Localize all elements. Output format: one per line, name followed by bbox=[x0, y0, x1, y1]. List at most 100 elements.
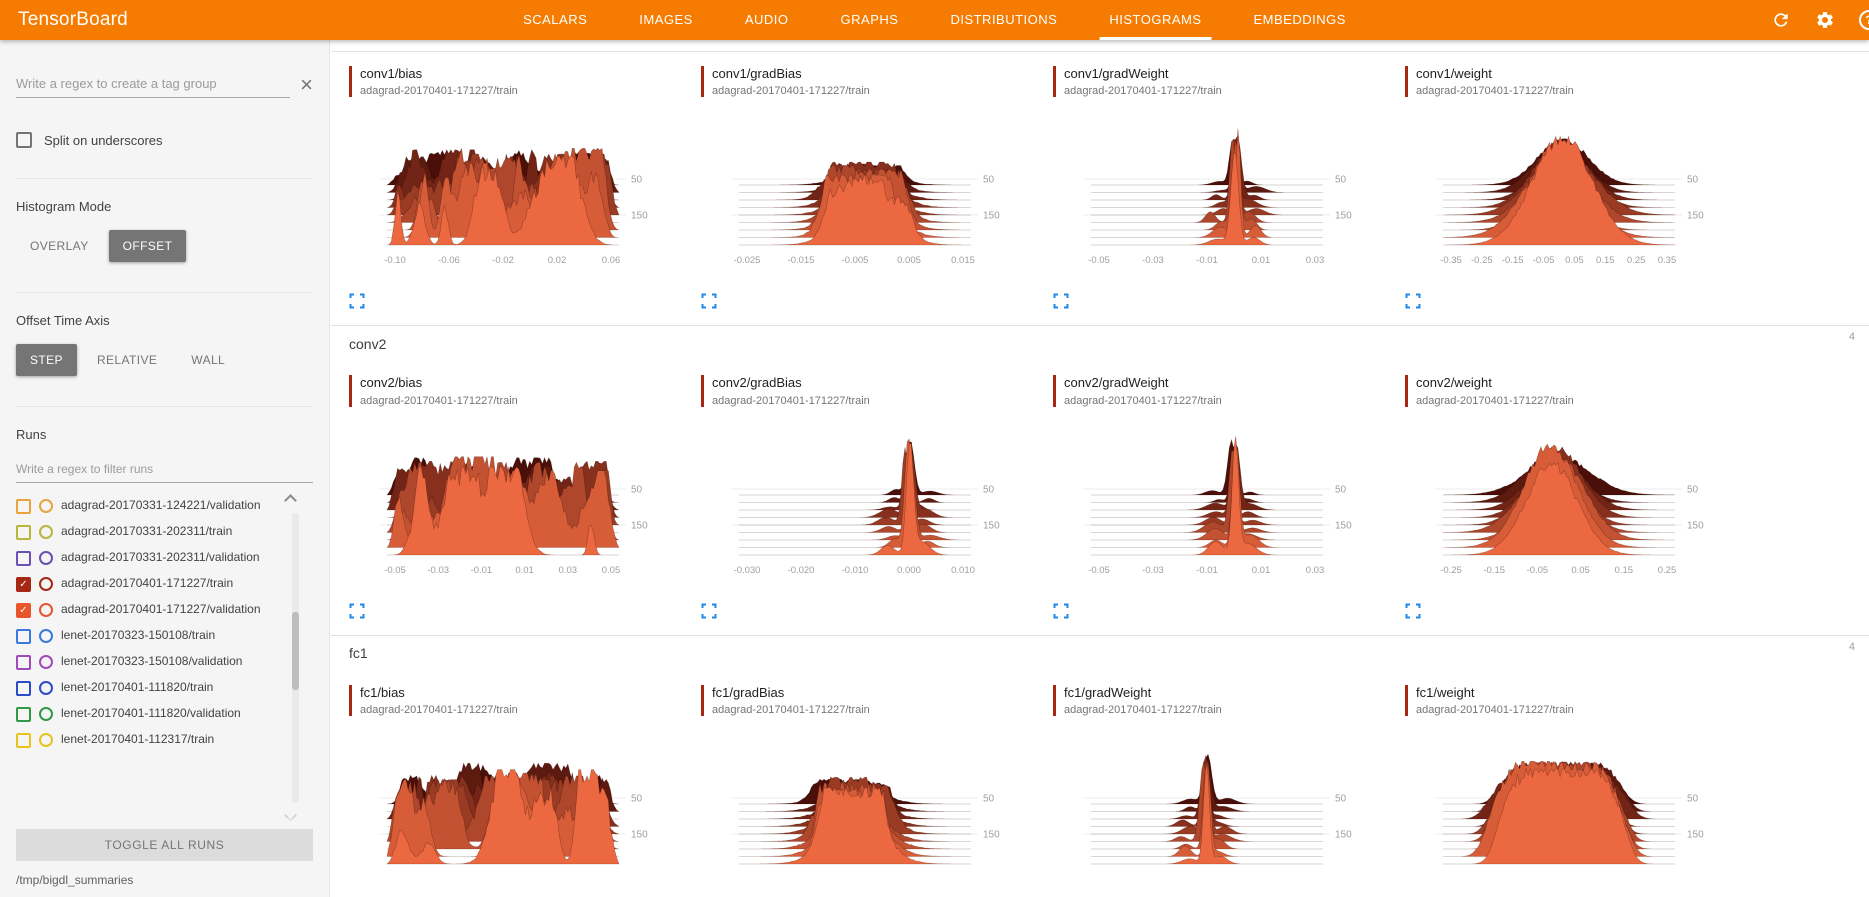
step-axis-label: 150 bbox=[631, 829, 648, 840]
expand-icon[interactable] bbox=[1405, 293, 1421, 309]
histogram-chart[interactable]: 50 150 bbox=[701, 728, 1037, 897]
help-icon[interactable]: ? bbox=[1859, 10, 1869, 30]
run-checkbox-checked[interactable]: ✓ bbox=[16, 603, 31, 618]
run-item[interactable]: lenet-20170323-150108/validation bbox=[16, 649, 269, 675]
run-item[interactable]: lenet-20170401-112317/train bbox=[16, 727, 269, 753]
scroll-down-icon[interactable] bbox=[284, 809, 297, 822]
toggle-all-runs-button[interactable]: TOGGLE ALL RUNS bbox=[16, 829, 313, 861]
run-item[interactable]: ✓ adagrad-20170401-171227/train bbox=[16, 571, 269, 597]
run-color-swatch bbox=[39, 707, 53, 721]
expand-icon[interactable] bbox=[701, 603, 717, 619]
run-item[interactable]: adagrad-20170331-202311/validation bbox=[16, 545, 269, 571]
histogram-chart[interactable]: 50 150 -0.05 -0.03 -0.01 0.01 0.03 bbox=[1053, 419, 1389, 597]
run-checkbox-checked[interactable]: ✓ bbox=[16, 577, 31, 592]
expand-icon[interactable] bbox=[1053, 603, 1069, 619]
expand-icon[interactable] bbox=[1405, 603, 1421, 619]
card-header: conv1/bias adagrad-20170401-171227/train bbox=[349, 66, 695, 98]
offset-axis-step-button[interactable]: STEP bbox=[16, 344, 77, 376]
run-item[interactable]: adagrad-20170331-124221/validation bbox=[16, 493, 269, 519]
histogram-chart[interactable]: 50 150 -0.10 -0.06 -0.02 0.02 0.06 bbox=[349, 109, 685, 287]
expand-icon[interactable] bbox=[349, 603, 365, 619]
step-axis-label: 150 bbox=[1335, 520, 1352, 531]
run-item[interactable]: ✓ adagrad-20170401-171227/validation bbox=[16, 597, 269, 623]
run-checkbox[interactable] bbox=[16, 551, 31, 566]
nav-tab-scalars[interactable]: SCALARS bbox=[523, 12, 588, 27]
x-axis-tick-label: -0.05 bbox=[1088, 565, 1110, 576]
run-color-bar bbox=[349, 375, 352, 407]
refresh-icon[interactable] bbox=[1771, 10, 1791, 30]
section-header-conv2[interactable]: conv2 4 bbox=[331, 325, 1869, 361]
run-checkbox[interactable] bbox=[16, 707, 31, 722]
tag-regex-input[interactable] bbox=[16, 70, 291, 98]
x-axis-tick-label: 0.03 bbox=[1306, 565, 1325, 576]
histogram-chart[interactable]: 50 150 bbox=[1053, 728, 1389, 897]
step-axis-label: 150 bbox=[631, 520, 648, 531]
run-color-bar bbox=[1053, 684, 1056, 716]
x-axis-tick-label: 0.015 bbox=[951, 255, 975, 266]
run-item[interactable]: adagrad-20170331-202311/train bbox=[16, 519, 269, 545]
histogram-mode-overlay-button[interactable]: OVERLAY bbox=[16, 230, 103, 262]
run-item[interactable]: lenet-20170401-111820/validation bbox=[16, 701, 269, 727]
nav-tab-embeddings[interactable]: EMBEDDINGS bbox=[1253, 12, 1346, 27]
section-header-fc1[interactable]: fc1 4 bbox=[331, 634, 1869, 671]
nav-tab-graphs[interactable]: GRAPHS bbox=[840, 12, 899, 27]
card-run-name: adagrad-20170401-171227/train bbox=[1416, 394, 1574, 407]
offset-time-axis-label: Offset Time Axis bbox=[16, 313, 110, 328]
run-color-bar bbox=[1405, 375, 1408, 407]
app-title: TensorBoard bbox=[18, 9, 128, 30]
x-axis-tick-label: 0.06 bbox=[602, 255, 621, 266]
card-title: fc1/bias bbox=[360, 684, 405, 700]
x-axis-tick-label: -0.01 bbox=[1196, 565, 1218, 576]
card-title: conv2/bias bbox=[360, 375, 423, 391]
offset-axis-wall-button[interactable]: WALL bbox=[177, 344, 239, 376]
run-checkbox[interactable] bbox=[16, 525, 31, 540]
histogram-chart[interactable]: 50 150 -0.35 -0.25 -0.15 -0.05 0.05 0.15 0.25 0.3… bbox=[1405, 109, 1741, 287]
expand-icon[interactable] bbox=[1053, 293, 1069, 309]
histogram-ridge bbox=[1091, 135, 1323, 201]
histogram-mode-buttons: OVERLAY OFFSET bbox=[16, 230, 313, 262]
histogram-chart[interactable]: 50 150 -0.05 -0.03 -0.01 0.01 0.03 bbox=[1053, 109, 1389, 287]
x-axis-tick-label: -0.03 bbox=[427, 565, 449, 576]
x-axis-tick-label: 0.02 bbox=[548, 255, 567, 266]
nav-tab-histograms[interactable]: HISTOGRAMS bbox=[1083, 0, 1227, 40]
clear-icon[interactable]: × bbox=[300, 72, 313, 97]
run-checkbox[interactable] bbox=[16, 655, 31, 670]
card-header: fc1/gradBias adagrad-20170401-171227/trai… bbox=[701, 684, 1047, 716]
expand-icon[interactable] bbox=[349, 293, 365, 309]
run-color-swatch bbox=[39, 499, 53, 513]
scrollbar-thumb[interactable] bbox=[292, 611, 299, 690]
histogram-mode-offset-button[interactable]: OFFSET bbox=[108, 230, 187, 262]
run-label: lenet-20170401-112317/train bbox=[61, 732, 215, 746]
nav-tab-audio[interactable]: AUDIO bbox=[744, 12, 789, 27]
step-axis-label: 50 bbox=[631, 793, 643, 804]
step-axis-label: 50 bbox=[1687, 793, 1699, 804]
offset-axis-relative-button[interactable]: RELATIVE bbox=[83, 344, 171, 376]
histogram-card: conv2/gradWeight adagrad-20170401-171227/… bbox=[1053, 375, 1399, 618]
nav-tab-images[interactable]: IMAGES bbox=[639, 12, 693, 27]
histogram-chart[interactable]: 50 150 -0.025 -0.015 -0.005 0.005 0.015 bbox=[701, 109, 1037, 287]
expand-icon[interactable] bbox=[701, 293, 717, 309]
run-checkbox[interactable] bbox=[16, 733, 31, 748]
step-axis-label: 50 bbox=[1687, 175, 1699, 186]
scroll-up-icon[interactable] bbox=[284, 494, 297, 507]
run-checkbox[interactable] bbox=[16, 629, 31, 644]
split-underscores-checkbox[interactable]: Split on underscores bbox=[16, 132, 313, 148]
settings-icon[interactable] bbox=[1815, 10, 1835, 30]
run-color-bar bbox=[1053, 375, 1056, 407]
nav-tab-distributions[interactable]: DISTRIBUTIONS bbox=[950, 12, 1058, 27]
scrollbar-track[interactable] bbox=[292, 513, 299, 803]
x-axis-tick-label: -0.030 bbox=[734, 565, 761, 576]
histogram-chart[interactable]: 50 150 -0.25 -0.15 -0.05 0.05 0.15 0.25 bbox=[1405, 419, 1741, 597]
histogram-chart[interactable]: 50 150 bbox=[349, 728, 685, 897]
tag-filter-row: × bbox=[16, 70, 313, 98]
run-checkbox[interactable] bbox=[16, 681, 31, 696]
runs-filter-input[interactable] bbox=[16, 456, 313, 483]
run-color-swatch bbox=[39, 603, 53, 617]
run-item[interactable]: lenet-20170401-111820/train bbox=[16, 675, 269, 701]
run-item[interactable]: lenet-20170323-150108/train bbox=[16, 623, 269, 649]
histogram-chart[interactable]: 50 150 -0.05 -0.03 -0.01 0.01 0.03 0.05 bbox=[349, 419, 685, 597]
histogram-chart[interactable]: 50 150 bbox=[1405, 728, 1741, 897]
x-axis-tick-label: -0.03 bbox=[1142, 565, 1164, 576]
histogram-chart[interactable]: 50 150 -0.030 -0.020 -0.010 0.000 0.010 bbox=[701, 419, 1037, 597]
run-checkbox[interactable] bbox=[16, 499, 31, 514]
